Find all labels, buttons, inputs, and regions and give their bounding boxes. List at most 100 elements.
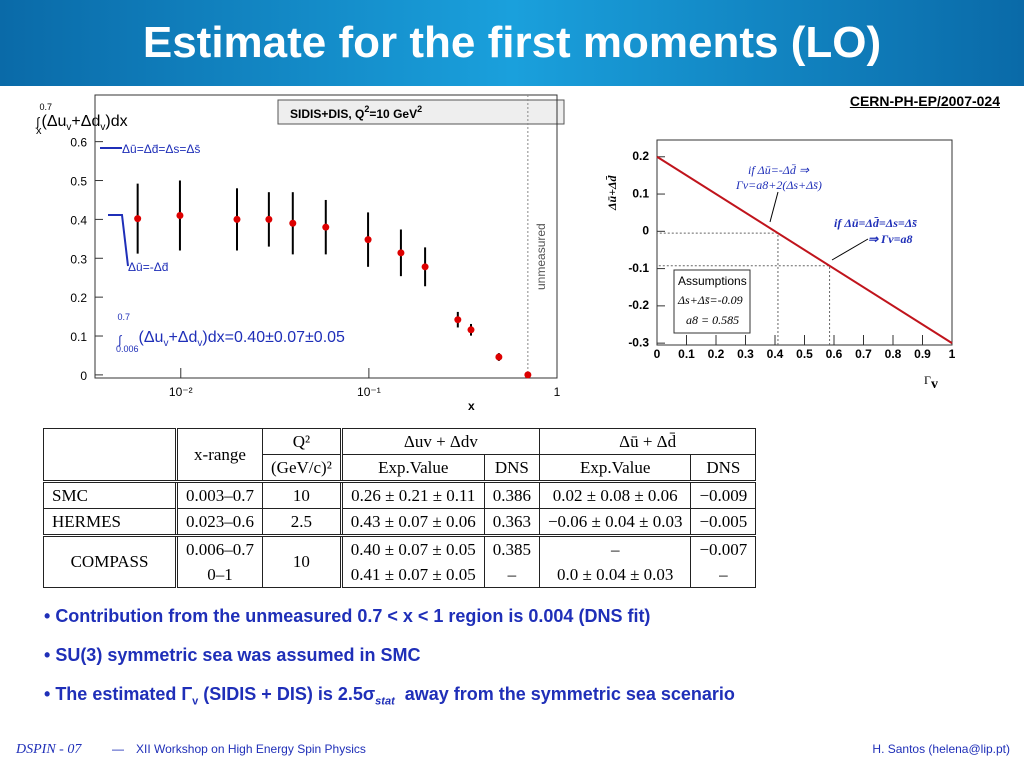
cell: 0.26 ± 0.21 ± 0.11	[339, 481, 485, 509]
workshop: XII Workshop on High Energy Spin Physics	[136, 742, 366, 756]
assumptions-box	[673, 269, 751, 334]
cell: (GeV/c)²	[262, 454, 342, 483]
line	[656, 155, 953, 344]
legend-text: SIDIS+DIS, Q2=10 GeV2	[290, 104, 422, 121]
y-tick-label: 0.2	[70, 291, 87, 305]
x-tick-label: 0.8	[885, 347, 902, 361]
cell: Exp.Value	[538, 454, 692, 483]
assumptions: a8 = 0.585	[686, 313, 739, 327]
cell: 10	[262, 481, 342, 509]
author: H. Santos (helena@lip.pt)	[872, 742, 1010, 756]
y-tick-label: 0.2	[632, 149, 649, 163]
y-tick-label: 0	[642, 224, 649, 238]
cell: Δuv + Δdv	[339, 428, 540, 455]
cell: −0.009	[690, 481, 757, 509]
point	[364, 236, 372, 244]
cell: −0.005	[690, 508, 757, 537]
point	[397, 249, 405, 257]
point	[233, 215, 241, 223]
x-tick-label: 0.4	[767, 347, 784, 361]
cell: Exp.Value	[339, 454, 485, 483]
cell: 0.006–0.7	[175, 535, 263, 562]
y-tick-label: 0.1	[632, 186, 649, 200]
guide	[657, 232, 779, 345]
cell: –	[483, 562, 540, 588]
cell: DNS	[483, 454, 540, 483]
cell: −0.007	[690, 535, 757, 562]
cell: Δū + Δd̄	[538, 428, 757, 455]
x-tick-label: 10⁻¹	[357, 385, 381, 399]
x-tick-label: 0.9	[914, 347, 931, 361]
title: Estimate for the first moments (LO)	[0, 0, 1024, 86]
cell: 0.41 ± 0.07 ± 0.05	[339, 562, 485, 588]
point	[322, 223, 330, 231]
arrow	[769, 191, 779, 223]
assumptions: Assumptions	[678, 274, 747, 288]
dash: —	[112, 742, 124, 756]
y-label: ∫0.7 x(Δuv+Δdv)dx	[35, 102, 127, 137]
cell: x-range	[175, 428, 263, 483]
bullet: • The estimated Γv (SIDIS + DIS) is 2.5σ…	[44, 684, 735, 708]
cell: 0.003–0.7	[175, 481, 263, 509]
y-tick-label: -0.1	[628, 261, 649, 275]
table: x-range Q² Δuv + Δdv Δū + Δd̄ (GeV/c)² Exp.V…	[43, 428, 757, 588]
cell: 10	[262, 535, 342, 588]
point	[454, 316, 462, 324]
y-tick-label: 0.3	[70, 252, 87, 266]
conf: DSPIN - 07	[16, 742, 82, 757]
cell: 0.385	[483, 535, 540, 562]
cell: 0–1	[175, 562, 263, 588]
annotation: Δū=-Δd̄	[128, 260, 168, 274]
cell: −0.06 ± 0.04 ± 0.03	[538, 508, 692, 537]
bullets: • Contribution from the unmeasured 0.7 <…	[44, 606, 735, 726]
annotation: ⇒ Γv=a8	[868, 232, 912, 246]
cell: COMPASS	[43, 535, 177, 588]
x-label: x	[468, 399, 475, 413]
cell: 0.40 ± 0.07 ± 0.05	[339, 535, 485, 562]
cell: 0.43 ± 0.07 ± 0.06	[339, 508, 485, 537]
cell: 0.386	[483, 481, 540, 509]
cell: Q²	[262, 428, 342, 455]
legend-box	[277, 99, 565, 125]
cell: –	[690, 562, 757, 588]
x-tick-label: 10⁻²	[169, 385, 193, 399]
x-tick-label: 1	[949, 347, 956, 361]
bullet: • SU(3) symmetric sea was assumed in SMC	[44, 645, 421, 665]
point	[176, 212, 184, 220]
annotation: Δū=Δd̄=Δs=Δs̄	[122, 142, 200, 156]
annotation: if Δū=-Δd̄ ⇒	[748, 163, 810, 177]
cell: 0.023–0.6	[175, 508, 263, 537]
cell: HERMES	[43, 508, 177, 537]
cell: 2.5	[262, 508, 342, 537]
integral: ∫0.7 0.006(Δuv+Δdv)dx=0.40±0.07±0.05	[116, 312, 345, 354]
cell: –	[538, 535, 692, 562]
x-tick-label: 0.7	[855, 347, 872, 361]
bullet: • Contribution from the unmeasured 0.7 <…	[44, 606, 651, 626]
x-tick-label: 0.3	[737, 347, 754, 361]
arrow	[108, 214, 129, 267]
x-tick-label: 0.6	[826, 347, 843, 361]
annotation: unmeasured	[534, 223, 548, 290]
y-tick-label: 0.1	[70, 330, 87, 344]
cell: 0.02 ± 0.08 ± 0.06	[538, 481, 692, 509]
cell: 0.363	[483, 508, 540, 537]
assumptions: Δs+Δs̄=-0.09	[677, 293, 743, 307]
y-tick-label: 0.4	[70, 213, 87, 227]
y-tick-label: 0.5	[70, 175, 87, 189]
y-tick-label: -0.2	[628, 298, 649, 312]
point	[289, 219, 297, 227]
x-tick-label: 1	[554, 385, 561, 399]
point	[134, 215, 142, 223]
point	[467, 326, 475, 334]
annotation: Γv=a8+2(Δs+Δs̄)	[735, 178, 822, 192]
annotation: if Δū=Δd̄=Δs=Δs̄	[834, 216, 917, 230]
x-tick-label: 0.5	[796, 347, 813, 361]
point	[524, 371, 532, 379]
reference: CERN-PH-EP/2007-024	[849, 93, 1000, 109]
point	[265, 215, 273, 223]
cell: SMC	[43, 481, 177, 509]
y-tick-label: -0.3	[628, 335, 649, 349]
plots: ∫0.7 x(Δuv+Δdv)dx SIDIS+DIS, Q2=10 GeV2 Δ…	[35, 94, 956, 413]
cell: DNS	[690, 454, 757, 483]
x-tick-label: 0.1	[678, 347, 695, 361]
